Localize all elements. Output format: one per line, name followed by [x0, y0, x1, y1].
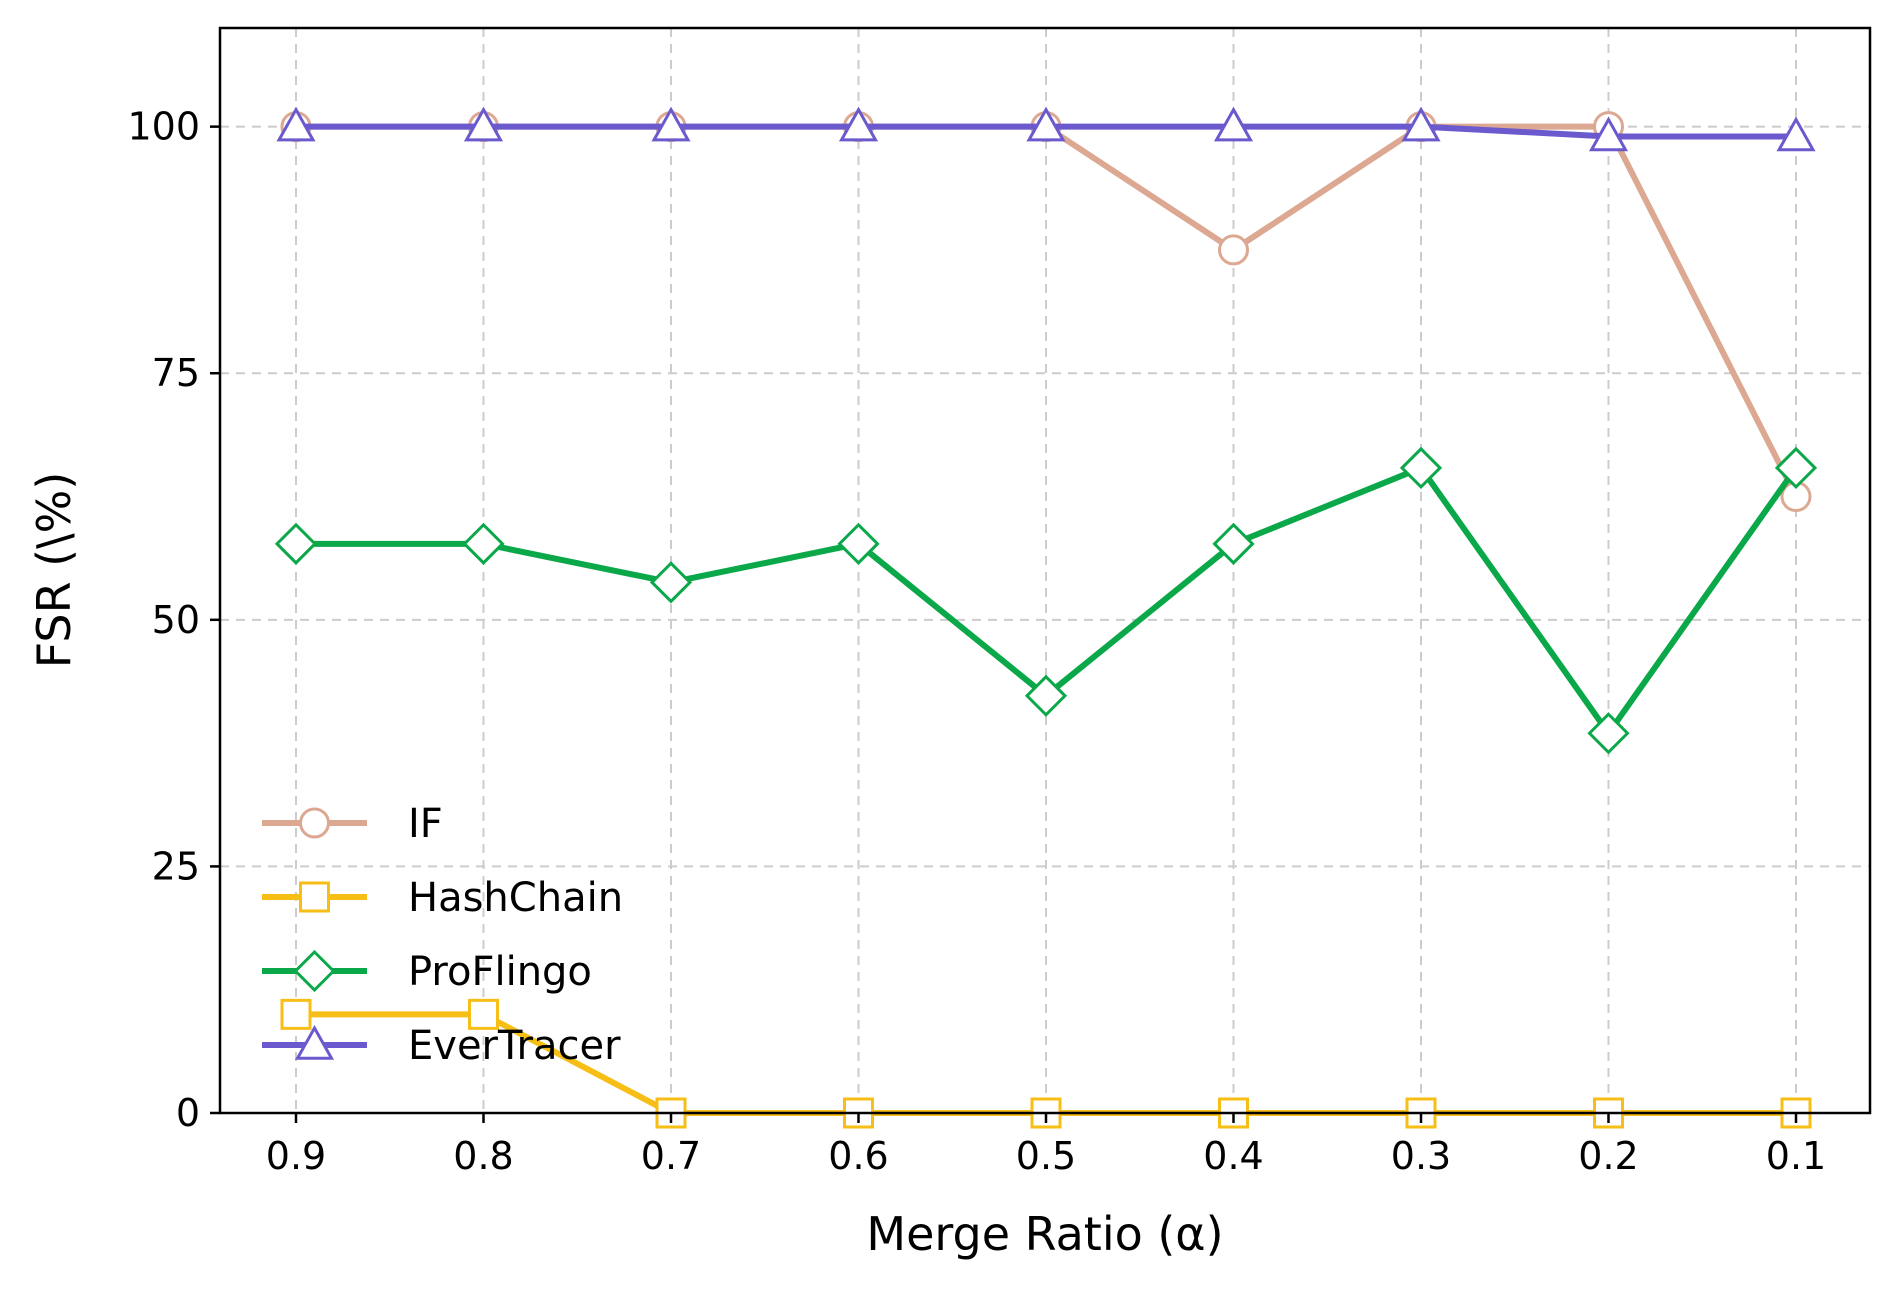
- data-point-proflingo: [649, 561, 693, 604]
- series-proflingo: [274, 446, 1818, 755]
- data-point-evertracer: [1776, 116, 1816, 152]
- x-tick-label: 0.9: [266, 1134, 326, 1178]
- legend-item-hashchain: HashChain: [262, 875, 623, 921]
- y-axis-label: FSR (\%): [27, 472, 81, 669]
- legend-item-evertracer: EverTracer: [262, 1023, 621, 1069]
- data-point-proflingo: [1587, 712, 1630, 755]
- legend-marker-evertracer: [294, 1024, 335, 1060]
- x-tick-label: 0.6: [828, 1134, 888, 1178]
- legend-label-if: IF: [408, 801, 443, 847]
- legend: IF HashChain ProFlingo EverTracer: [262, 801, 623, 1069]
- x-tick-label: 0.1: [1766, 1134, 1826, 1178]
- x-tick-label: 0.5: [1016, 1134, 1076, 1178]
- legend-marker-if: [299, 807, 330, 839]
- data-point-proflingo: [1212, 522, 1255, 565]
- data-point-evertracer: [1588, 116, 1629, 152]
- data-point-hashchain: [468, 998, 499, 1030]
- y-tick-label: 0: [176, 1091, 200, 1135]
- data-point-evertracer: [651, 106, 691, 142]
- legend-item-if: IF: [262, 801, 443, 847]
- legend-label-hashchain: HashChain: [408, 875, 623, 921]
- legend-label-evertracer: EverTracer: [408, 1023, 621, 1069]
- data-point-evertracer: [463, 106, 504, 142]
- data-point-evertracer: [276, 106, 316, 142]
- legend-marker-proflingo: [293, 949, 336, 993]
- legend-marker-hashchain: [299, 881, 330, 913]
- data-point-evertracer: [838, 106, 879, 142]
- data-point-proflingo: [462, 522, 505, 565]
- x-tick-label: 0.4: [1203, 1134, 1263, 1178]
- data-point-proflingo: [1774, 446, 1818, 490]
- data-point-proflingo: [274, 522, 318, 565]
- data-point-evertracer: [1213, 106, 1254, 142]
- data-point-evertracer: [1026, 106, 1066, 142]
- data-point-proflingo: [1399, 446, 1443, 490]
- data-point-proflingo: [837, 522, 880, 565]
- x-tick-label: 0.3: [1391, 1134, 1451, 1178]
- y-tick-label: 50: [152, 598, 200, 642]
- series-layer: [274, 106, 1818, 1129]
- legend-item-proflingo: ProFlingo: [262, 949, 592, 995]
- x-axis-label: Merge Ratio (α): [866, 1207, 1223, 1261]
- y-tick-label: 75: [152, 351, 200, 395]
- data-point-evertracer: [1401, 106, 1441, 142]
- y-tick-label: 100: [127, 105, 200, 149]
- data-point-proflingo: [1024, 674, 1068, 717]
- y-tick-label: 25: [152, 844, 200, 888]
- series-evertracer: [276, 106, 1816, 152]
- x-tick-label: 0.8: [453, 1134, 513, 1178]
- data-point-hashchain: [280, 998, 312, 1030]
- x-tick-label: 0.2: [1578, 1134, 1638, 1178]
- x-tick-label: 0.7: [641, 1134, 701, 1178]
- axis-ticks: 0.9 0.8 0.7 0.6 0.5 0.4 0.3 0.2 0.1 0 25 50 75 100: [127, 105, 1826, 1178]
- legend-label-proflingo: ProFlingo: [408, 949, 592, 995]
- data-point-if: [1218, 234, 1249, 266]
- series-line-if: [296, 123, 1799, 498]
